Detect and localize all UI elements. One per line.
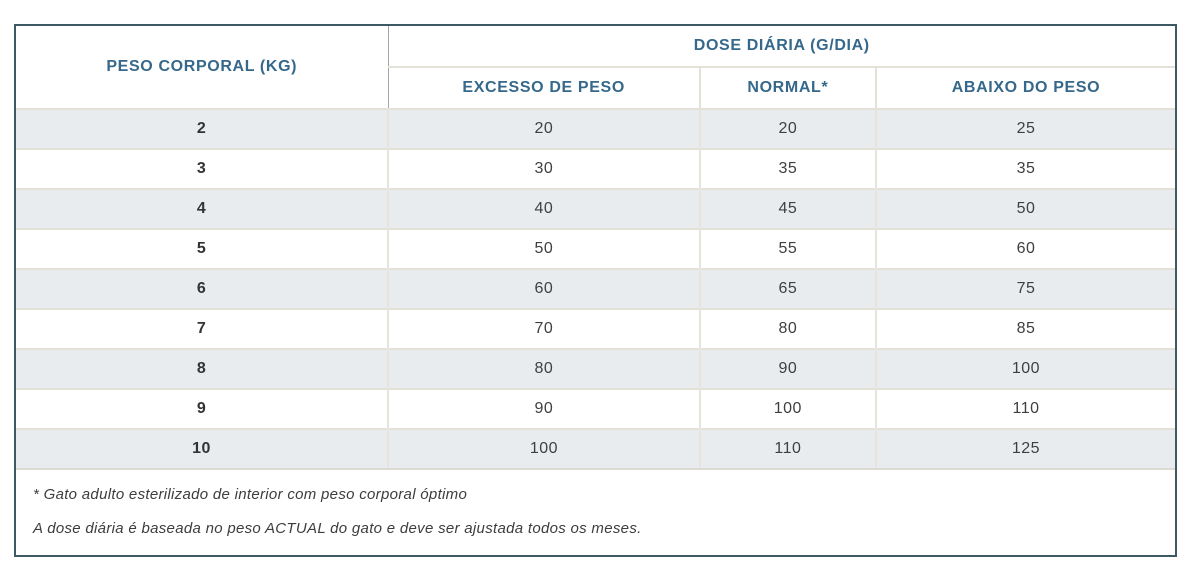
header-normal: NORMAL*	[699, 67, 877, 109]
cell-abaixo: 110	[875, 388, 1175, 429]
cell-excesso: 40	[388, 188, 701, 229]
table-body: 2 20 20 25 3 30 35 35 4 40 45 50 5 50 55	[16, 108, 1175, 468]
cell-excesso: 90	[388, 388, 701, 429]
header-excesso-de-peso: EXCESSO DE PESO	[388, 67, 701, 109]
cell-abaixo: 100	[875, 348, 1175, 389]
feeding-guide-table-container: PESO CORPORAL (KG) DOSE DIÁRIA (G/DIA) E…	[14, 24, 1177, 557]
cell-weight: 5	[16, 228, 390, 269]
cell-weight: 6	[16, 268, 390, 309]
cell-excesso: 80	[388, 348, 701, 389]
table-row: 7 70 80 85	[16, 308, 1175, 349]
header-abaixo-do-peso: ABAIXO DO PESO	[875, 67, 1175, 109]
table-row: 9 90 100 110	[16, 388, 1175, 429]
cell-abaixo: 50	[875, 188, 1175, 229]
table-row: 8 80 90 100	[16, 348, 1175, 389]
cell-excesso: 50	[388, 228, 701, 269]
cell-weight: 4	[16, 188, 390, 229]
footnote-dose-adjustment: A dose diária é baseada no peso ACTUAL d…	[33, 520, 642, 537]
footnote-normal-definition: * Gato adulto esterilizado de interior c…	[33, 486, 468, 503]
cell-normal: 90	[699, 348, 877, 389]
cell-excesso: 70	[388, 308, 701, 349]
cell-excesso: 30	[388, 148, 701, 189]
header-dose-diaria: DOSE DIÁRIA (G/DIA)	[388, 26, 1175, 68]
cell-normal: 80	[699, 308, 877, 349]
table-row: 2 20 20 25	[16, 108, 1175, 149]
cell-normal: 20	[699, 108, 877, 149]
cell-abaixo: 35	[875, 148, 1175, 189]
cell-weight: 3	[16, 148, 390, 189]
feeding-guide-table: PESO CORPORAL (KG) DOSE DIÁRIA (G/DIA) E…	[16, 26, 1175, 468]
cell-weight: 7	[16, 308, 390, 349]
cell-weight: 8	[16, 348, 390, 389]
table-header: PESO CORPORAL (KG) DOSE DIÁRIA (G/DIA) E…	[16, 26, 1175, 109]
cell-normal: 45	[699, 188, 877, 229]
cell-abaixo: 75	[875, 268, 1175, 309]
cell-weight: 10	[16, 428, 390, 468]
cell-abaixo: 25	[875, 108, 1175, 149]
cell-excesso: 20	[388, 108, 701, 149]
cell-abaixo: 60	[875, 228, 1175, 269]
table-row: 4 40 45 50	[16, 188, 1175, 229]
cell-weight: 2	[16, 108, 390, 149]
header-peso-corporal: PESO CORPORAL (KG)	[16, 26, 389, 109]
table-row: 3 30 35 35	[16, 148, 1175, 189]
table-row: 6 60 65 75	[16, 268, 1175, 309]
cell-excesso: 100	[388, 428, 701, 468]
cell-abaixo: 125	[875, 428, 1175, 468]
cell-normal: 110	[699, 428, 877, 468]
cell-normal: 100	[699, 388, 877, 429]
table-row: 10 100 110 125	[16, 428, 1175, 468]
cell-normal: 55	[699, 228, 877, 269]
table-row: 5 50 55 60	[16, 228, 1175, 269]
cell-weight: 9	[16, 388, 390, 429]
cell-normal: 35	[699, 148, 877, 189]
cell-normal: 65	[699, 268, 877, 309]
cell-abaixo: 85	[875, 308, 1175, 349]
cell-excesso: 60	[388, 268, 701, 309]
footnotes: * Gato adulto esterilizado de interior c…	[16, 468, 1175, 555]
